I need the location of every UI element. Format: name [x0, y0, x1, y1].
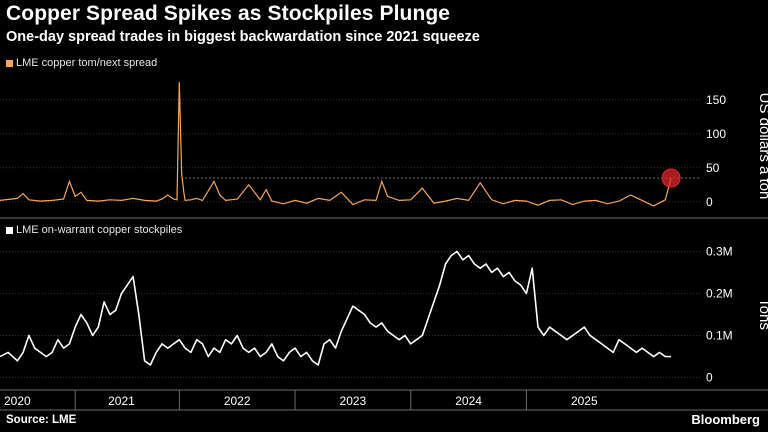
stock-series-line — [0, 250, 672, 366]
bloomberg-logo: Bloomberg — [691, 412, 760, 427]
stock-legend: LME on-warrant copper stockpiles — [6, 224, 182, 236]
chart-title: Copper Spread Spikes as Stockpiles Plung… — [6, 2, 451, 25]
stock-y-tick-label: 0.1M — [706, 329, 733, 343]
spread-legend-label: LME copper tom/next spread — [16, 57, 158, 69]
spread-legend-swatch — [6, 59, 13, 67]
spread-y-tick-label: 100 — [706, 127, 726, 141]
latest-spread-highlight — [661, 168, 681, 188]
source-note: Source: LME — [6, 414, 77, 426]
stock-y-ticks: 0 0.1M 0.2M 0.3M — [706, 244, 733, 384]
stock-y-tick-label: 0.2M — [706, 286, 733, 300]
spread-gridlines — [0, 99, 700, 203]
x-tick-label: 2025 — [571, 394, 598, 408]
spread-y-axis-label: US dollars a ton — [756, 93, 768, 200]
x-tick-label: 2021 — [108, 394, 135, 408]
x-tick-label: 2023 — [340, 394, 367, 408]
spread-y-tick-label: 50 — [706, 161, 720, 175]
stock-gridlines — [0, 251, 700, 378]
spread-y-tick-label: 0 — [706, 195, 713, 209]
stock-legend-swatch — [6, 226, 13, 234]
chart-subtitle: One-day spread trades in biggest backwar… — [6, 29, 480, 45]
stock-y-axis-label: Tons — [756, 298, 768, 330]
x-tick-label: 2020 — [4, 394, 31, 408]
x-tick-label: 2022 — [224, 394, 251, 408]
spread-legend: LME copper tom/next spread — [6, 57, 157, 69]
x-axis: 2020 2021 2022 2023 2024 2025 — [0, 389, 768, 411]
spread-y-tick-label: 150 — [706, 93, 726, 107]
stock-y-tick-label: 0 — [706, 371, 713, 385]
spread-series-line — [0, 82, 672, 207]
stock-y-tick-label: 0.3M — [706, 244, 733, 258]
x-tick-label: 2024 — [455, 394, 482, 408]
stock-legend-label: LME on-warrant copper stockpiles — [16, 224, 183, 236]
spread-y-ticks: 0 50 100 150 — [706, 93, 726, 209]
